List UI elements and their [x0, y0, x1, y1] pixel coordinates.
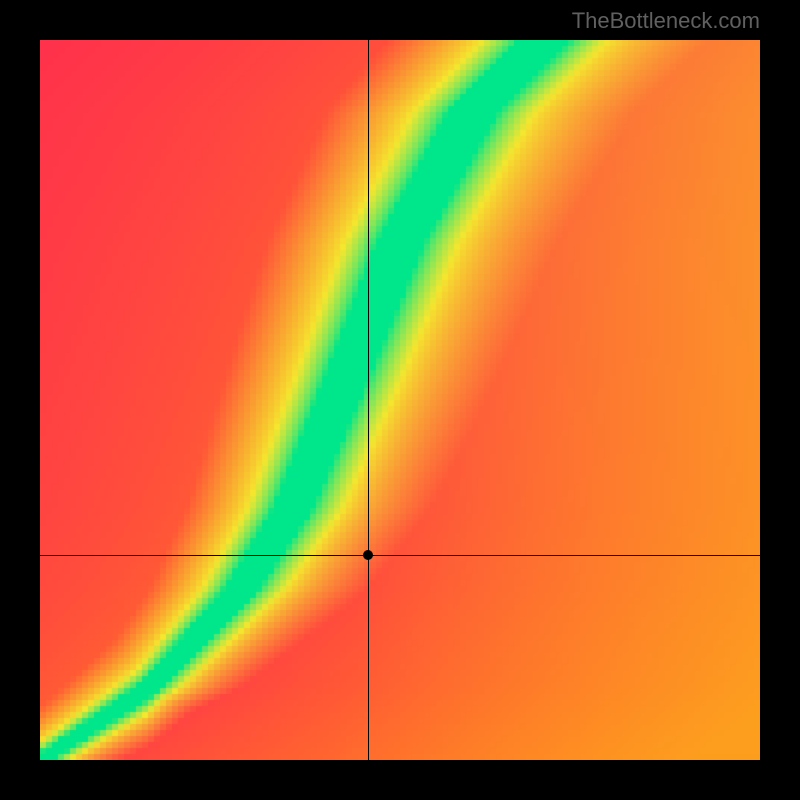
selection-marker [363, 550, 373, 560]
heatmap-canvas [40, 40, 760, 760]
crosshair-vertical [368, 40, 369, 760]
watermark: TheBottleneck.com [572, 8, 760, 34]
crosshair-horizontal [40, 555, 760, 556]
bottleneck-heatmap [40, 40, 760, 760]
